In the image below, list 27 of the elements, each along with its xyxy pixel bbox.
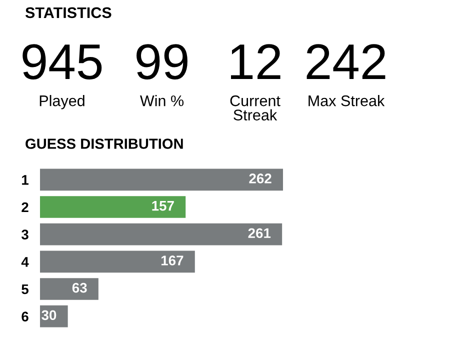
category-label: Current Streak [230, 95, 280, 120]
chart-title: GUESS DISTRIBUTION [26, 138, 183, 149]
category-label: Max Streak [308, 95, 385, 106]
y-tick-label: 2 [22, 202, 28, 212]
y-tick-label: 6 [22, 312, 28, 322]
y-tick-label: 4 [21, 257, 29, 267]
data-label: 262 [249, 174, 272, 184]
y-tick-label: 1 [22, 175, 29, 185]
bar [40, 196, 186, 218]
text: STATISTICS [25, 7, 112, 18]
bar [40, 168, 283, 191]
bar [40, 250, 195, 273]
data-label: 945 [22, 44, 102, 80]
y-tick-label: 3 [21, 230, 28, 240]
y-tick-label: 5 [22, 284, 29, 294]
data-label: 30 [42, 310, 56, 320]
category-label: Win % [140, 95, 184, 106]
data-label: 12 [231, 44, 280, 79]
bar [40, 278, 98, 300]
bar [40, 223, 282, 246]
data-label: 242 [306, 44, 386, 79]
data-label: 167 [161, 256, 184, 266]
data-label: 261 [248, 228, 271, 238]
category-label: Played [40, 95, 84, 110]
data-label: 99 [136, 44, 188, 80]
data-label: 157 [152, 201, 174, 211]
data-label: 63 [72, 282, 87, 293]
